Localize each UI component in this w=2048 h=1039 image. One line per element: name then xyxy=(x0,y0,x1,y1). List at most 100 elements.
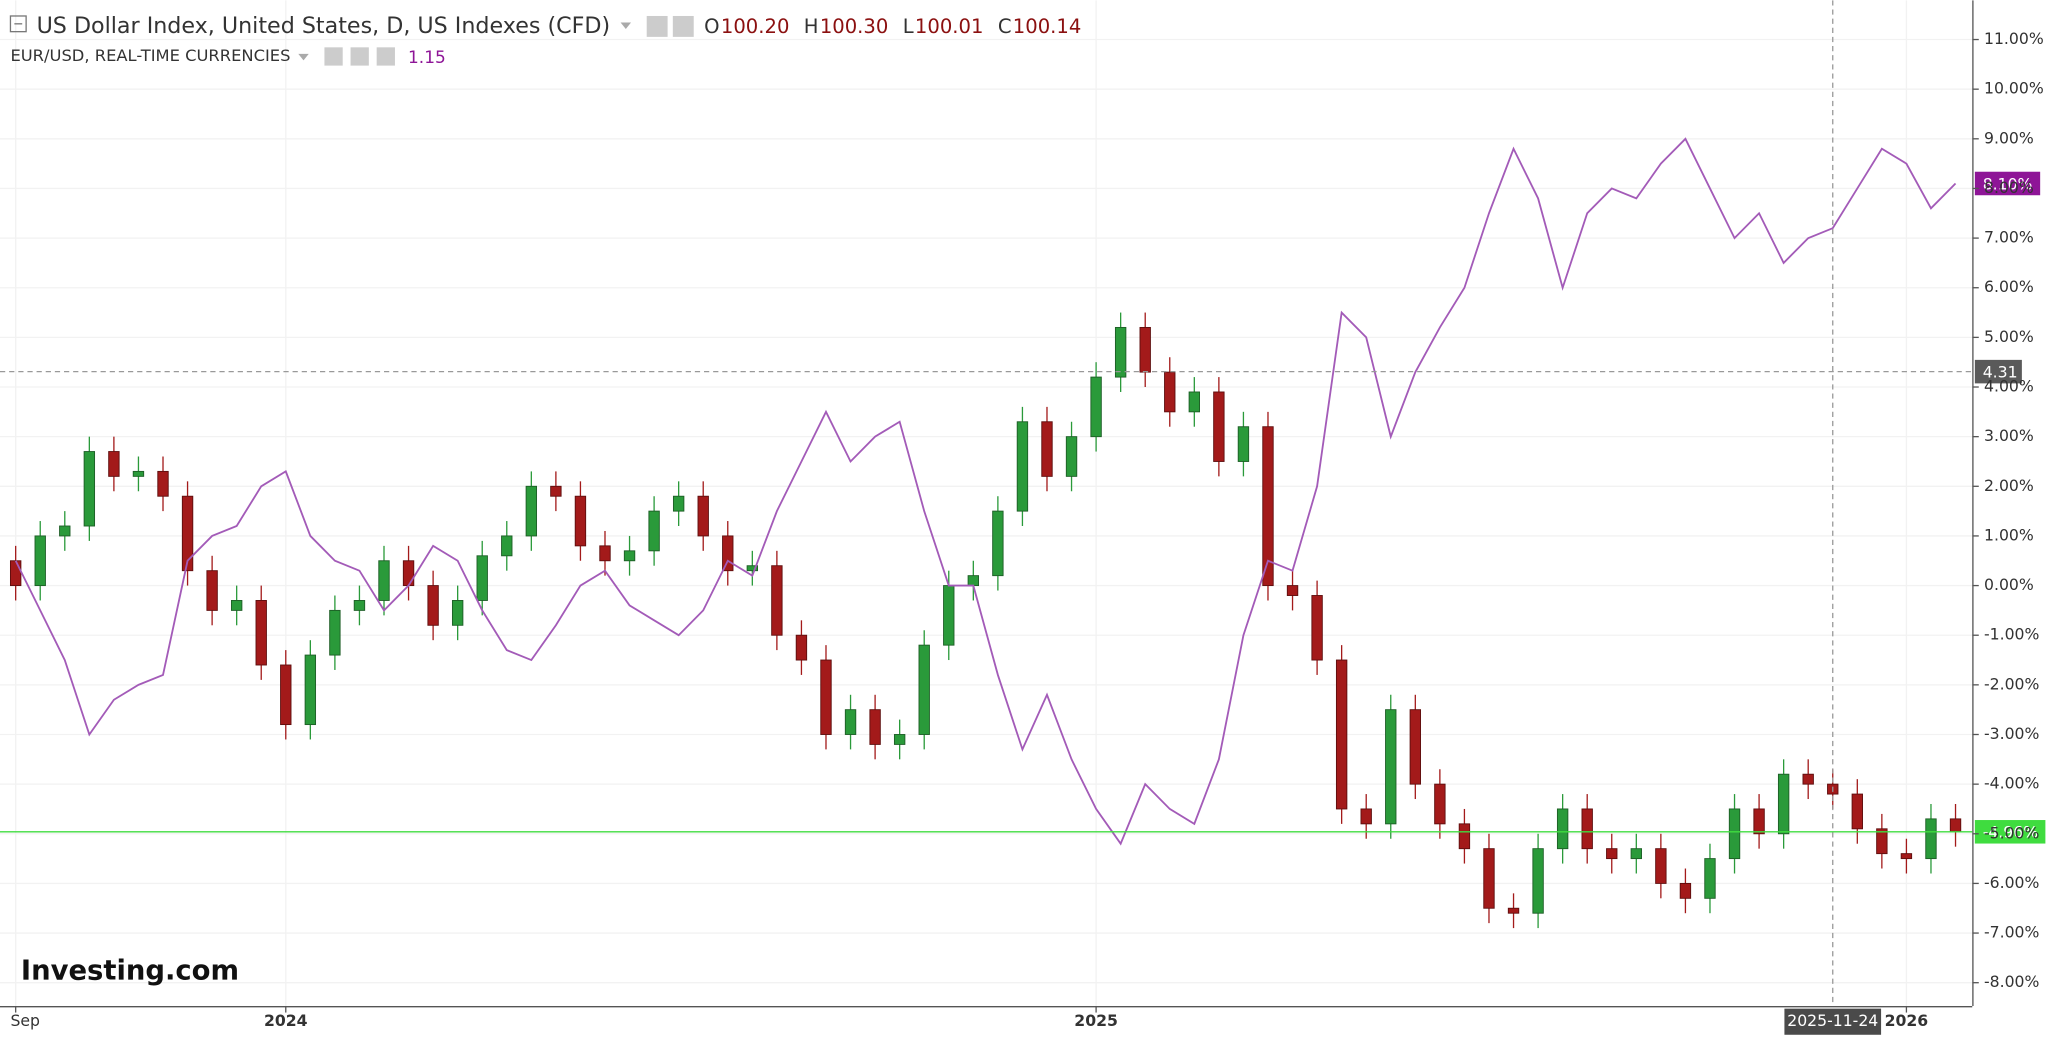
candle-body xyxy=(623,550,636,562)
candle-body xyxy=(1311,595,1323,661)
candle-body xyxy=(34,535,46,587)
candle-body xyxy=(1925,818,1937,860)
ohlc-key: L xyxy=(903,15,914,38)
candle-body xyxy=(1041,421,1053,477)
y-tick-label: 2.00% xyxy=(1984,476,2034,495)
candle-body xyxy=(501,535,513,557)
candle-body xyxy=(1876,828,1888,855)
y-tick-label: 11.00% xyxy=(1984,29,2044,48)
gear-icon[interactable] xyxy=(350,47,369,66)
candle-body xyxy=(1753,808,1765,835)
candle-body xyxy=(1606,848,1618,860)
candle-body xyxy=(157,470,169,497)
candle-body xyxy=(230,600,243,611)
gear-icon[interactable] xyxy=(672,15,694,37)
dropdown-icon[interactable] xyxy=(620,22,632,30)
candle-body xyxy=(1090,376,1102,438)
candle-body xyxy=(697,495,709,537)
candle-body xyxy=(1286,585,1299,596)
candle-body xyxy=(550,485,562,497)
candle-body xyxy=(672,495,685,512)
candle-body xyxy=(1900,853,1913,860)
candle-body xyxy=(1434,783,1446,825)
ohlc-key: H xyxy=(804,15,819,38)
candle-body xyxy=(1409,709,1421,785)
crosshair-x-box xyxy=(1784,1008,1882,1035)
candle-body xyxy=(1704,858,1716,899)
last-value-label: 8.10% xyxy=(1983,174,2033,193)
y-tick-label: -4.00% xyxy=(1984,774,2040,793)
candle-body xyxy=(1728,808,1741,860)
y-tick-label: 8.00% xyxy=(1984,178,2034,197)
x-tick-label: Sep xyxy=(10,1011,40,1030)
candle-body xyxy=(1802,773,1814,785)
candle-body xyxy=(1237,426,1250,462)
candle-body xyxy=(1851,793,1863,830)
y-tick-label: -2.00% xyxy=(1984,674,2040,693)
candle-body xyxy=(1949,818,1962,833)
close-icon[interactable] xyxy=(376,47,395,66)
candle-body xyxy=(893,734,906,745)
ohlc-value: 100.01 xyxy=(915,15,984,38)
candle-body xyxy=(132,470,145,477)
settings-icon[interactable] xyxy=(646,15,668,37)
candle-body xyxy=(1335,659,1348,810)
candle-body xyxy=(1679,882,1692,899)
crosshair-y-label: 4.31 xyxy=(1983,362,2018,381)
candle-body xyxy=(1139,326,1151,373)
y-tick-label: 9.00% xyxy=(1984,128,2034,147)
candle-body xyxy=(746,565,759,572)
dropdown-icon[interactable] xyxy=(298,53,309,61)
ohlc-readout: O 100.20 H 100.30 L 100.01 C 100.14 xyxy=(620,15,1082,38)
last-value-box xyxy=(1974,171,2041,196)
collapse-icon[interactable] xyxy=(9,15,27,33)
candle-body xyxy=(427,585,439,626)
y-tick-label: -3.00% xyxy=(1984,724,2040,743)
last-price-box xyxy=(1974,820,2046,844)
line-series xyxy=(14,137,1957,846)
ohlc-value: 100.30 xyxy=(820,15,889,38)
candle-body xyxy=(869,709,881,745)
x-tick-label: 2026 xyxy=(1885,1011,1929,1030)
y-tick-label: 1.00% xyxy=(1984,525,2034,544)
candle-body xyxy=(378,560,390,601)
y-tick-label: 10.00% xyxy=(1984,79,2044,98)
candle-body xyxy=(83,451,96,527)
y-tick-label: -5.00% xyxy=(1984,823,2040,842)
candle-body xyxy=(967,575,980,587)
candle-body xyxy=(280,664,292,726)
candle-body xyxy=(1556,808,1569,850)
settings-icon[interactable] xyxy=(324,47,343,66)
candle-body xyxy=(918,644,930,735)
y-tick-label: 7.00% xyxy=(1984,228,2034,247)
candle-body xyxy=(648,510,660,552)
candle-body xyxy=(1630,848,1642,860)
candle-body xyxy=(771,565,783,636)
candle-body xyxy=(108,451,120,477)
candle-body xyxy=(1507,907,1520,914)
compare-last-value: 1.15 xyxy=(408,48,446,68)
y-tick-label: 5.00% xyxy=(1984,327,2034,346)
candle-body xyxy=(943,585,955,646)
candle-body xyxy=(599,545,611,562)
candle-body xyxy=(844,709,857,735)
candle-body xyxy=(574,495,587,547)
plot xyxy=(9,137,1962,929)
candle-body xyxy=(402,560,415,587)
candle-body xyxy=(992,510,1004,577)
candle-body xyxy=(722,535,734,572)
ohlc-key: C xyxy=(998,15,1012,38)
candle-body xyxy=(255,600,267,666)
candle-body xyxy=(206,570,218,611)
candle-body xyxy=(795,634,808,661)
crosshair-x-label: 2025-11-24 xyxy=(1787,1011,1878,1030)
candle-body xyxy=(9,560,22,587)
ohlc-value: 100.14 xyxy=(1013,15,1082,38)
candle-body xyxy=(1188,391,1201,413)
candle-body xyxy=(181,495,194,572)
candle-body xyxy=(1483,848,1495,909)
x-tick-label: 2025 xyxy=(1074,1011,1118,1030)
ohlc-key: O xyxy=(704,15,719,38)
candle-body xyxy=(353,600,366,611)
